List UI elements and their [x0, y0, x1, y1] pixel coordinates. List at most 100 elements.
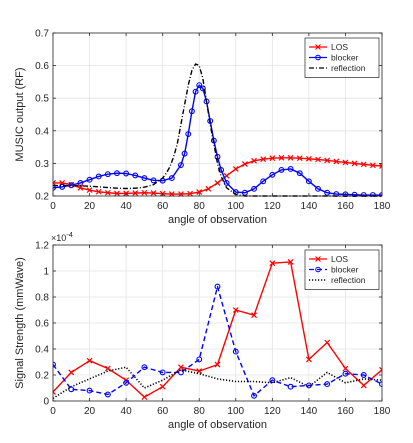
- legend-label-blocker: blocker: [331, 53, 359, 63]
- data-point-LOS: [315, 156, 321, 163]
- data-point-blocker: [287, 383, 294, 390]
- data-point-LOS: [296, 155, 303, 162]
- x-tick-label: 180: [374, 201, 391, 212]
- x-tick-label: 0: [50, 406, 56, 417]
- data-point-blocker: [192, 88, 199, 95]
- music-output-chart: 0 20 40 60 80 100 120 140 160 180 0.2 0.3 0.4 0.5 0.6 0…: [14, 29, 391, 227]
- legend-marker-blocker: [315, 266, 321, 273]
- data-point-blocker: [207, 118, 214, 124]
- legend-box: [304, 37, 380, 78]
- data-point-LOS: [159, 383, 166, 390]
- data-point-blocker: [123, 379, 130, 386]
- y-tick-label: 0.3: [35, 159, 49, 170]
- data-point-LOS: [324, 339, 331, 346]
- y-tick-label: 1.2: [35, 241, 49, 252]
- data-point-LOS: [251, 157, 257, 164]
- data-point-blocker: [53, 184, 56, 191]
- data-point-LOS: [205, 185, 212, 192]
- data-point-LOS: [141, 394, 148, 401]
- data-point-blocker: [360, 372, 367, 378]
- data-point-blocker: [287, 165, 294, 172]
- y-tick-label: 0.8: [35, 293, 49, 304]
- axis-exponent-power: -4: [66, 230, 73, 239]
- data-point-blocker: [305, 178, 312, 185]
- data-point-LOS: [379, 366, 382, 373]
- data-point-blocker: [296, 170, 303, 177]
- data-point-LOS: [114, 190, 120, 197]
- data-point-blocker: [132, 172, 139, 179]
- series-group: [53, 258, 382, 401]
- data-point-blocker: [196, 356, 203, 363]
- legend-marker-LOS: [315, 256, 321, 262]
- data-point-LOS: [333, 158, 340, 165]
- data-point-LOS: [187, 190, 194, 197]
- data-point-blocker: [177, 162, 184, 168]
- data-point-blocker: [351, 191, 358, 197]
- data-point-blocker: [278, 166, 285, 173]
- legend-marker-blocker: [315, 54, 321, 61]
- x-axis-label: angle of observation: [168, 419, 267, 431]
- data-point-LOS: [379, 163, 382, 169]
- data-point-blocker: [177, 369, 184, 376]
- data-point-LOS: [287, 154, 294, 161]
- data-point-blocker: [181, 150, 188, 157]
- data-point-LOS: [278, 154, 285, 161]
- data-point-LOS: [77, 184, 84, 191]
- data-point-blocker: [159, 369, 166, 376]
- data-point-blocker: [260, 178, 267, 185]
- data-point-blocker: [324, 381, 331, 388]
- data-point-LOS: [369, 162, 376, 169]
- series-line-blocker: [53, 285, 382, 397]
- data-point-blocker: [141, 175, 148, 182]
- y-tick-label: 0.7: [35, 29, 49, 40]
- x-tick-label: 140: [301, 406, 318, 417]
- data-point-LOS: [260, 156, 267, 163]
- legend-label-blocker: blocker: [331, 265, 359, 275]
- x-tick-label: 20: [84, 406, 96, 417]
- data-point-blocker: [199, 85, 206, 92]
- x-tick-label: 60: [157, 201, 169, 212]
- series-line-reflection: [53, 366, 382, 400]
- y-tick-label: 1: [43, 267, 49, 278]
- x-tick-label: 80: [194, 406, 206, 417]
- signal-strength-chart: 0 20 40 60 80 100 120 140 160 180 0 0.2 0.4 0.6 0.8 1 1.…: [14, 230, 391, 431]
- x-tick-label: 180: [374, 406, 391, 417]
- x-tick-label: 40: [121, 201, 133, 212]
- x-tick-label: 100: [227, 406, 244, 417]
- data-point-blocker: [141, 364, 148, 371]
- x-tick-label: 60: [157, 406, 169, 417]
- x-tick-label: 0: [50, 201, 56, 212]
- data-point-LOS: [342, 365, 349, 372]
- data-point-blocker: [305, 382, 312, 389]
- data-point-LOS: [214, 180, 221, 186]
- data-point-blocker: [86, 176, 93, 183]
- data-point-blocker: [232, 348, 239, 355]
- y-tick-label: 0.6: [35, 61, 49, 72]
- x-axis-label: angle of observation: [168, 214, 267, 226]
- y-tick-label: 0: [43, 397, 49, 408]
- y-axis-label: Signal Strength (mmWave): [14, 257, 26, 389]
- data-point-blocker: [123, 170, 130, 177]
- data-point-blocker: [342, 191, 349, 197]
- data-point-blocker: [114, 170, 120, 177]
- data-point-LOS: [305, 356, 312, 363]
- data-point-LOS: [132, 190, 139, 196]
- data-point-LOS: [251, 312, 257, 319]
- data-point-LOS: [269, 155, 276, 162]
- x-tick-label: 160: [337, 201, 354, 212]
- data-point-blocker: [251, 185, 258, 192]
- data-point-blocker: [53, 361, 56, 368]
- x-tick-label: 100: [227, 201, 244, 212]
- data-point-blocker: [95, 173, 102, 180]
- x-tick-label: 120: [264, 406, 281, 417]
- data-point-blocker: [379, 381, 382, 388]
- data-point-blocker: [269, 377, 276, 384]
- data-point-blocker: [223, 180, 230, 186]
- legend-marker-LOS: [315, 44, 321, 50]
- data-point-LOS: [232, 307, 239, 313]
- data-point-blocker: [185, 131, 192, 138]
- data-point-blocker: [196, 82, 203, 89]
